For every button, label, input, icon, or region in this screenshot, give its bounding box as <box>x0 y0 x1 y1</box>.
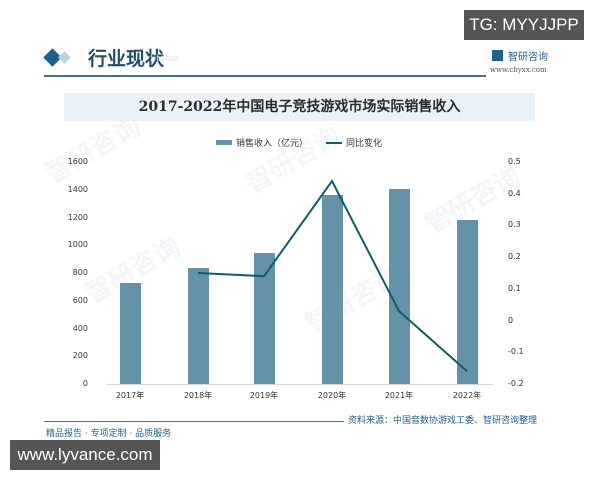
legend-label: 同比变化 <box>346 139 383 149</box>
bar <box>120 283 141 384</box>
x-tick-label: 2021年 <box>384 391 414 400</box>
x-tick-label: 2020年 <box>317 391 347 400</box>
section-title: 行业现状 <box>88 48 165 70</box>
left-tick-label: 800 <box>72 268 88 277</box>
bar <box>254 252 275 384</box>
brand-url: www.chyxx.com <box>490 66 547 74</box>
chart-title: 2017-2022年中国电子竞技游戏市场实际销售收入 <box>138 99 461 115</box>
x-tick-label: 2018年 <box>183 391 213 400</box>
right-tick-label: -0.2 <box>508 379 524 388</box>
left-tick-label: 0 <box>82 379 88 388</box>
right-tick-label: 0.1 <box>508 283 521 293</box>
x-tick-label: 2022年 <box>452 391 482 400</box>
left-tick-label: 1200 <box>67 212 88 222</box>
section-subtitle: Status <box>150 54 180 64</box>
bar <box>322 194 343 384</box>
left-tick-label: 600 <box>72 295 88 305</box>
legend-label: 销售收入（亿元） <box>236 139 309 149</box>
bar <box>457 220 478 384</box>
right-tick-label: 0.3 <box>508 220 521 230</box>
right-tick-label: 0 <box>508 315 514 325</box>
footer-tagline: 精品报告 · 专项定制 · 品质服务 <box>46 429 172 439</box>
site-badge: www.lyvance.com <box>10 440 160 470</box>
tg-badge: TG: MYYJJPP <box>464 10 584 40</box>
chart-title-banner <box>64 93 535 121</box>
data-source: 资料来源：中国音数协游戏工委、智研咨询整理 <box>348 416 538 426</box>
legend-item-revenue: 销售收入（亿元） <box>216 136 308 149</box>
bar <box>389 189 410 384</box>
right-tick-label: 0.5 <box>508 157 521 166</box>
header-divider <box>44 75 486 77</box>
left-tick-label: 1600 <box>67 157 88 166</box>
left-tick-label: 1000 <box>67 240 88 250</box>
brand-name: 智研咨询 <box>508 52 548 63</box>
right-tick-label: 0.2 <box>508 252 521 262</box>
x-axis-line <box>106 384 493 385</box>
brand-logo-icon <box>492 50 503 61</box>
bar <box>188 268 209 384</box>
right-tick-label: -0.1 <box>508 347 524 357</box>
left-tick-label: 1400 <box>67 184 88 194</box>
right-tick-label: 0.4 <box>508 188 521 198</box>
x-tick-label: 2017年 <box>115 391 145 400</box>
legend-item-yoy: 同比变化 <box>326 136 382 149</box>
left-tick-label: 200 <box>72 351 88 361</box>
left-tick-label: 400 <box>72 323 88 333</box>
x-tick-label: 2019年 <box>249 391 279 400</box>
footer-divider <box>44 421 344 422</box>
legend-line-swatch <box>326 141 342 144</box>
legend-bar-swatch <box>216 140 232 145</box>
